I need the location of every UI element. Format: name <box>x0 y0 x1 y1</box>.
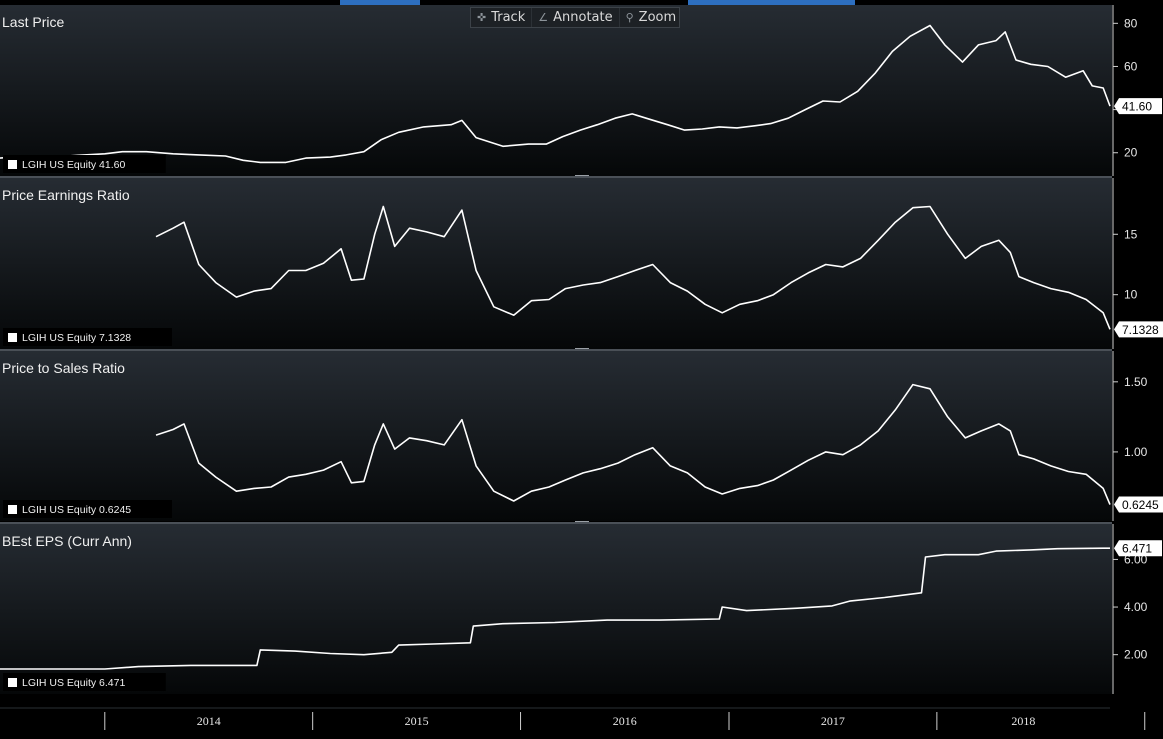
last-value-tag <box>1114 540 1162 557</box>
legend-label: LGIH US Equity 6.471 <box>22 677 125 689</box>
last-value-label: 0.6245 <box>1122 498 1159 512</box>
y-axis-label: 1.00 <box>1124 445 1148 459</box>
y-axis-label: 4.00 <box>1124 600 1148 614</box>
y-axis-label: 80 <box>1124 16 1138 30</box>
panel-divider <box>0 522 1112 524</box>
x-axis-label: 2016 <box>613 714 637 728</box>
y-axis-label: 20 <box>1124 146 1138 160</box>
y-axis-background <box>1112 178 1163 349</box>
last-value-tag <box>1114 98 1162 115</box>
last-value-label: 41.60 <box>1122 100 1152 114</box>
y-axis-label: 15 <box>1124 227 1138 241</box>
chart-panel-1: 20 60 80 Last Price 41.60 LGIH US Equity 41.6… <box>0 5 1163 176</box>
panel-title: Price to Sales Ratio <box>2 360 125 376</box>
zoom-label: Zoom <box>638 10 677 25</box>
y-axis-label: 10 <box>1124 288 1138 302</box>
y-axis-label: 1.50 <box>1124 375 1148 389</box>
y-axis-label: 2.00 <box>1124 648 1148 662</box>
series-line <box>155 205 1111 330</box>
last-value-label: 6.471 <box>1122 542 1152 556</box>
y-axis-background <box>1112 5 1163 176</box>
panel-divider <box>0 349 1112 351</box>
panel-title: Price Earnings Ratio <box>2 187 130 203</box>
crosshair-icon: ✜ <box>477 11 487 24</box>
legend-box <box>3 328 172 346</box>
x-axis-background <box>0 695 1163 735</box>
last-value-tag <box>1114 321 1163 338</box>
annotate-button[interactable]: ∠ Annotate <box>532 8 620 27</box>
x-axis-label: 2015 <box>405 714 429 728</box>
panel-divider <box>0 176 1112 178</box>
panel-resize-handle <box>575 521 589 522</box>
chart-panel-3: 1.00 1.50 Price to Sales Ratio 0.6245 LGIH U… <box>0 348 1163 521</box>
panel-title: BEst EPS (Curr Ann) <box>2 533 132 549</box>
panel-background <box>0 351 1112 521</box>
tab-indicator-left[interactable] <box>340 0 420 5</box>
legend-label: LGIH US Equity 7.1328 <box>22 332 131 344</box>
last-value-label: 7.1328 <box>1122 323 1159 337</box>
panel-resize-handle <box>575 175 589 176</box>
legend-box <box>3 500 172 518</box>
last-value-tag <box>1114 496 1163 513</box>
x-axis-label: 2017 <box>821 714 845 728</box>
panel-background <box>0 178 1112 349</box>
annotate-label: Annotate <box>553 10 613 25</box>
pencil-icon: ∠ <box>538 11 549 24</box>
tab-indicator-right[interactable] <box>688 0 855 5</box>
panel-resize-handle <box>575 348 589 349</box>
panel-background <box>0 524 1112 694</box>
legend-swatch <box>8 333 17 342</box>
legend-box <box>3 673 166 691</box>
legend-swatch <box>8 678 17 687</box>
panel-background <box>0 5 1112 176</box>
y-axis-background <box>1112 351 1163 521</box>
legend-swatch <box>8 505 17 514</box>
track-button[interactable]: ✜ Track <box>471 8 533 27</box>
series-line <box>0 24 1111 164</box>
track-label: Track <box>491 10 526 25</box>
magnifier-icon: ⚲ <box>625 11 634 24</box>
legend-label: LGIH US Equity 0.6245 <box>22 504 131 516</box>
chart-toolbar: ✜ Track ∠ Annotate ⚲ Zoom <box>470 7 680 28</box>
chart-panel-2: 10 15 Price Earnings Ratio 7.1328 LGIH US Eq… <box>0 175 1163 349</box>
zoom-button[interactable]: ⚲ Zoom <box>620 8 683 27</box>
legend-box <box>3 155 166 173</box>
series-line <box>0 547 1110 670</box>
legend-label: LGIH US Equity 41.60 <box>22 159 125 171</box>
series-line <box>155 383 1111 505</box>
x-axis-label: 2018 <box>1011 714 1035 728</box>
y-axis-label: 60 <box>1124 59 1138 73</box>
legend-swatch <box>8 160 17 169</box>
panel-title: Last Price <box>2 14 64 30</box>
x-axis-label: 2014 <box>197 714 221 728</box>
